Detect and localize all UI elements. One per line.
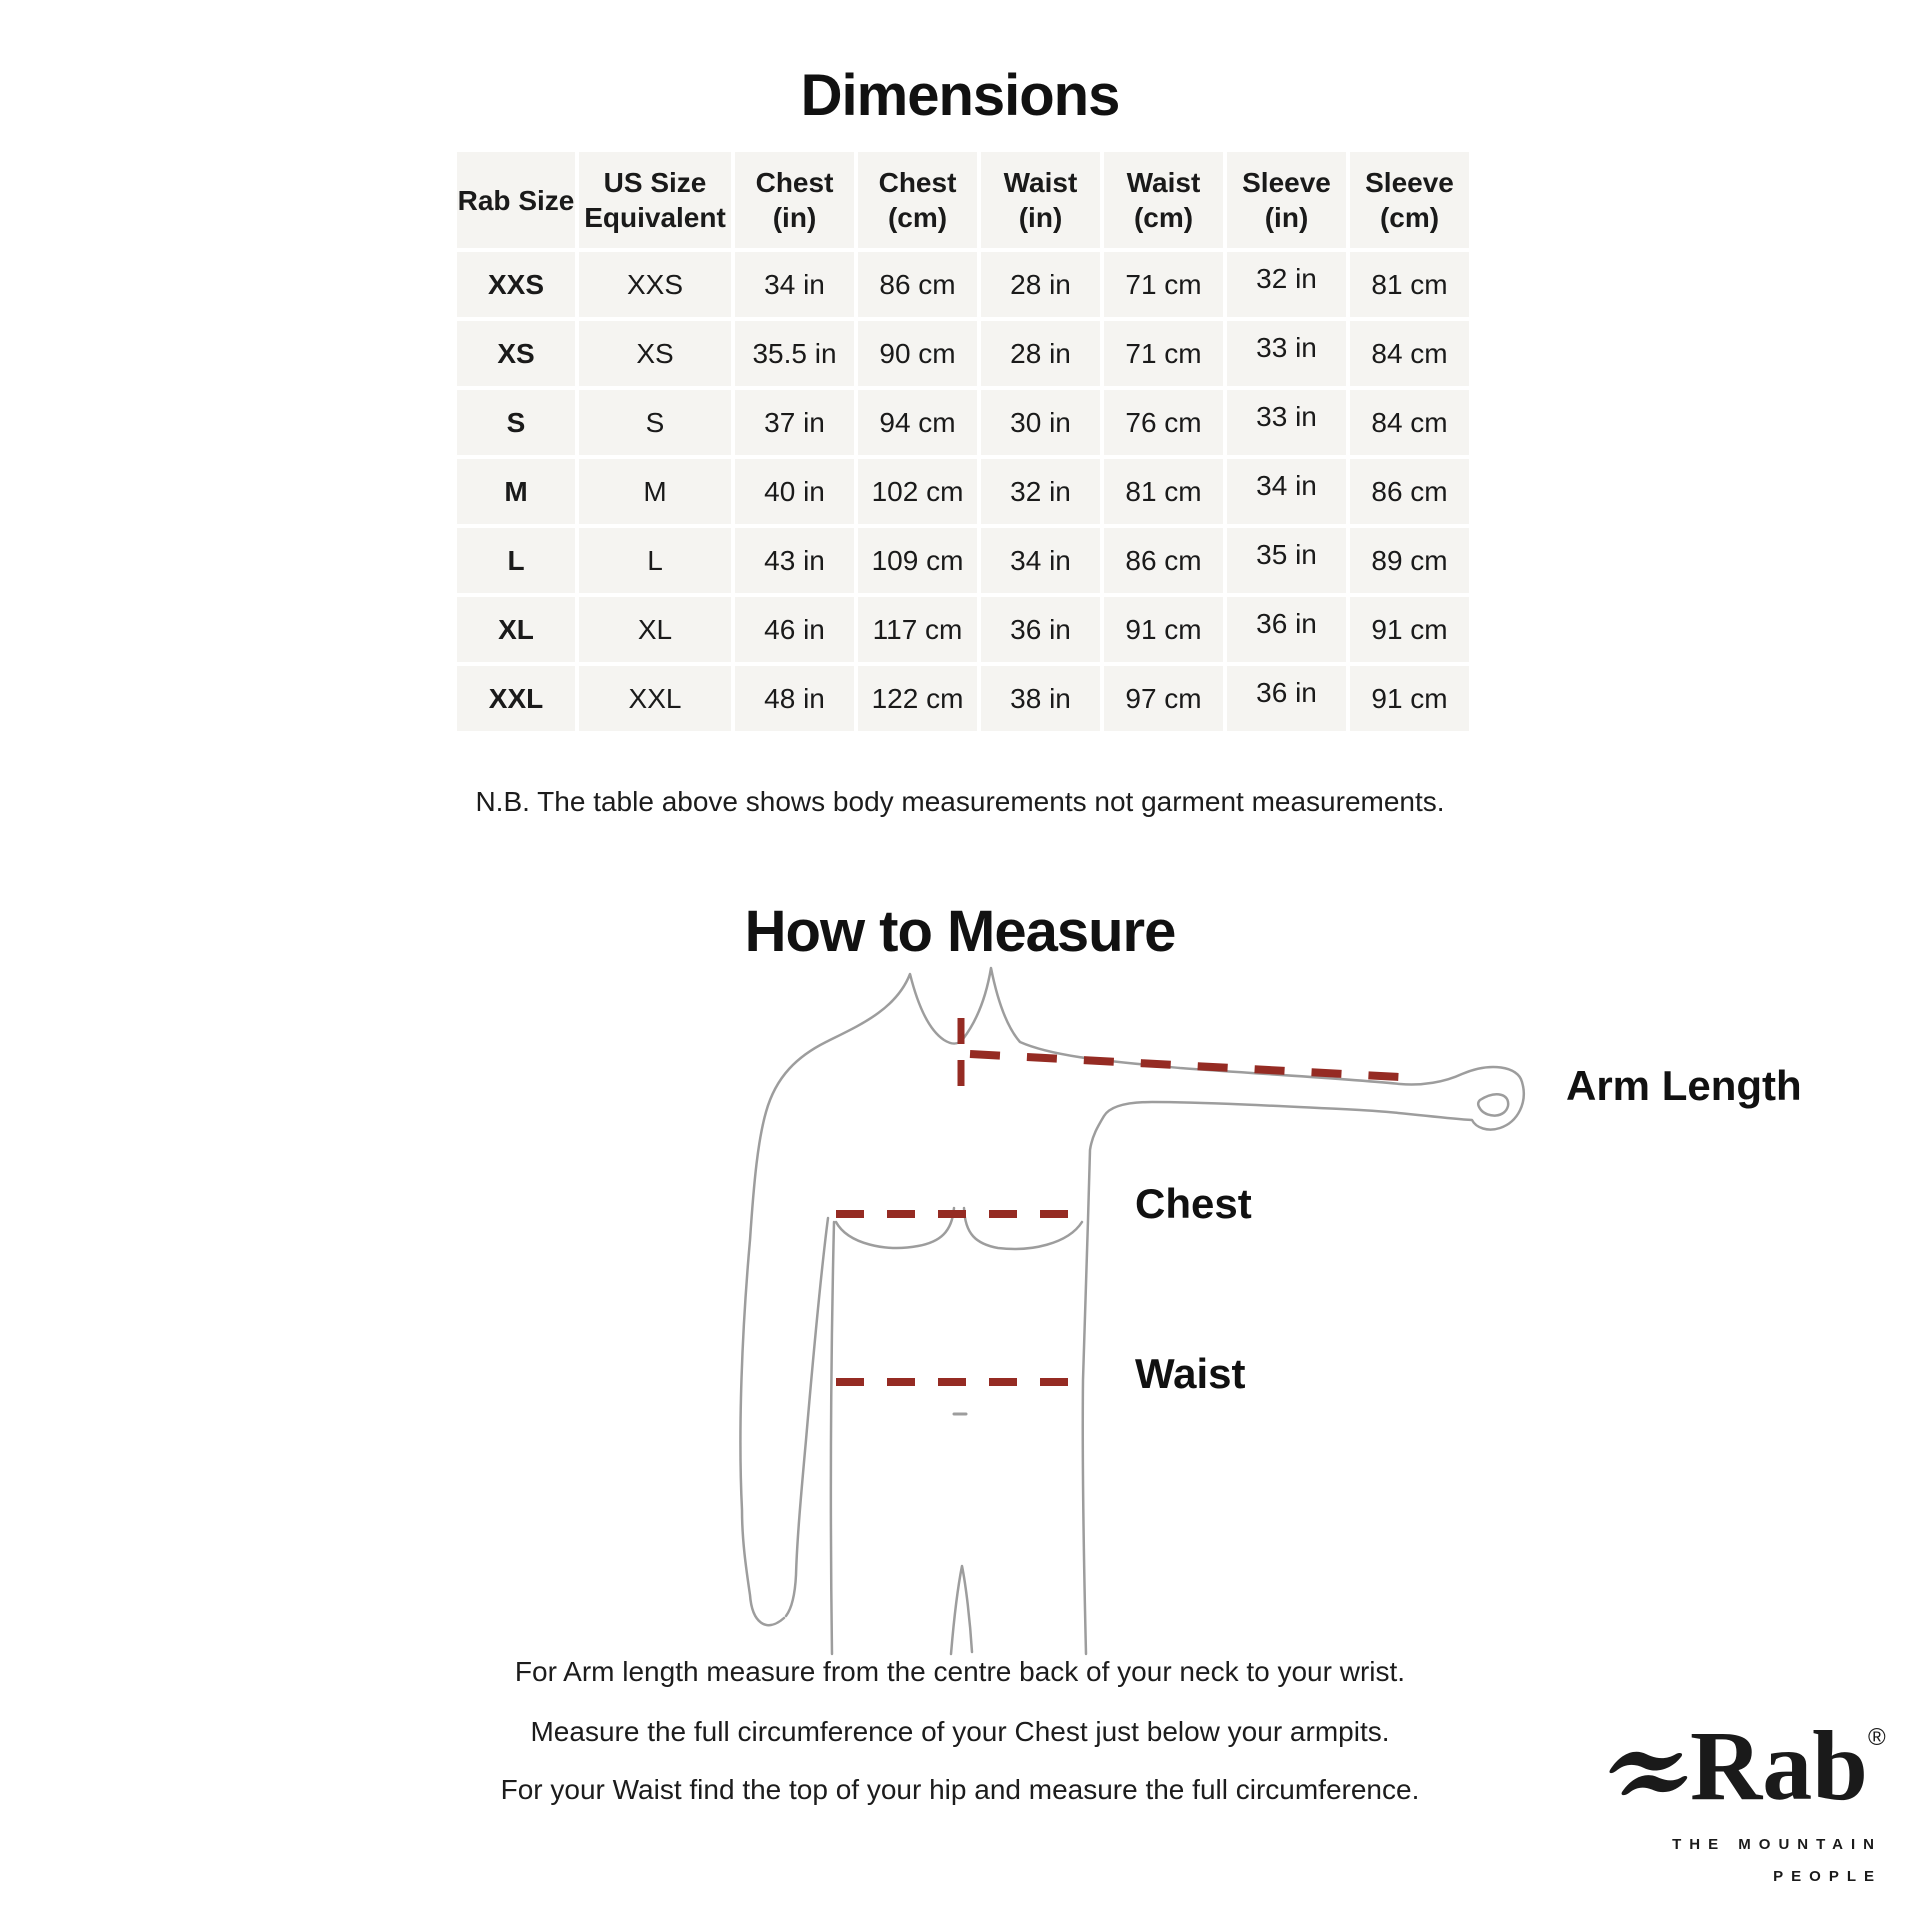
measurement-dashed-lines: [836, 1018, 1419, 1386]
size-cell: XXS: [457, 252, 575, 317]
size-cell: XXL: [579, 666, 731, 731]
size-cell: 43 in: [735, 528, 854, 593]
size-cell: 86 cm: [1350, 459, 1469, 524]
column-header: Chest (in): [735, 152, 854, 248]
registered-trademark-symbol: ®: [1868, 1724, 1886, 1751]
table-row: L L 43 in 109 cm 34 in 86 cm 35 in 89 cm: [457, 528, 1469, 593]
size-cell: 36 in: [981, 597, 1100, 662]
size-cell: 102 cm: [858, 459, 977, 524]
size-cell: 35.5 in: [735, 321, 854, 386]
size-cell: M: [457, 459, 575, 524]
size-cell: 84 cm: [1350, 321, 1469, 386]
size-cell: 37 in: [735, 390, 854, 455]
size-cell: 91 cm: [1350, 597, 1469, 662]
size-cell: XXS: [579, 252, 731, 317]
size-cell: 76 cm: [1104, 390, 1223, 455]
size-cell: 89 cm: [1350, 528, 1469, 593]
header-row: Rab Size US Size Equivalent Chest (in) Ches…: [457, 152, 1469, 248]
column-header: Rab Size: [457, 152, 575, 248]
size-cell: 32 in: [1227, 252, 1346, 317]
size-cell: M: [579, 459, 731, 524]
size-cell: XL: [457, 597, 575, 662]
size-cell: 30 in: [981, 390, 1100, 455]
table-row: M M 40 in 102 cm 32 in 81 cm 34 in 86 cm: [457, 459, 1469, 524]
table-row: XXL XXL 48 in 122 cm 38 in 97 cm 36 in 91 cm: [457, 666, 1469, 731]
rab-bird-logo-icon: [1609, 1751, 1688, 1796]
column-header: US Size Equivalent: [579, 152, 731, 248]
waist-label: Waist: [1135, 1350, 1246, 1397]
size-cell: 34 in: [735, 252, 854, 317]
arm-length-dash-line: [969, 1050, 1419, 1082]
arm-length-label: Arm Length: [1566, 1062, 1802, 1109]
size-cell: 40 in: [735, 459, 854, 524]
table-row: XS XS 35.5 in 90 cm 28 in 71 cm 33 in 84 cm: [457, 321, 1469, 386]
body-measurement-diagram: [739, 966, 1525, 1656]
size-cell: 81 cm: [1350, 252, 1469, 317]
size-cell: 81 cm: [1104, 459, 1223, 524]
size-cell: 34 in: [981, 528, 1100, 593]
how-to-measure-title: How to Measure: [744, 899, 1177, 964]
instruction-waist: For your Waist find the top of your hip …: [500, 1774, 1420, 1805]
size-cell: 97 cm: [1104, 666, 1223, 731]
size-cell: 91 cm: [1104, 597, 1223, 662]
column-header: Chest (cm): [858, 152, 977, 248]
size-cell: 35 in: [1227, 528, 1346, 593]
page-title: Dimensions: [800, 63, 1121, 128]
size-cell: 91 cm: [1350, 666, 1469, 731]
size-cell: 117 cm: [858, 597, 977, 662]
table-row: XXS XXS 34 in 86 cm 28 in 71 cm 32 in 81 cm: [457, 252, 1469, 317]
size-cell: 28 in: [981, 252, 1100, 317]
size-table: Rab Size US Size Equivalent Chest (in) Ches…: [453, 148, 1473, 735]
size-cell: 32 in: [981, 459, 1100, 524]
size-cell: 84 cm: [1350, 390, 1469, 455]
rab-brand-logo: Rab ® THE MOUNTAIN PEOPLE: [1600, 1710, 1886, 1902]
size-cell: XXL: [457, 666, 575, 731]
size-cell: 34 in: [1227, 459, 1346, 524]
size-cell: 33 in: [1227, 390, 1346, 455]
chest-label: Chest: [1135, 1180, 1252, 1227]
size-cell: 33 in: [1227, 321, 1346, 386]
brand-tagline-line1: THE MOUNTAIN: [1672, 1836, 1882, 1853]
column-header: Waist (cm): [1104, 152, 1223, 248]
size-cell: 48 in: [735, 666, 854, 731]
size-table-header: Rab Size US Size Equivalent Chest (in) Ches…: [457, 152, 1469, 248]
size-cell: 28 in: [981, 321, 1100, 386]
table-row: XL XL 46 in 117 cm 36 in 91 cm 36 in 91 cm: [457, 597, 1469, 662]
size-cell: 86 cm: [1104, 528, 1223, 593]
size-cell: 90 cm: [858, 321, 977, 386]
size-cell: L: [457, 528, 575, 593]
size-cell: 71 cm: [1104, 321, 1223, 386]
column-header: Sleeve (cm): [1350, 152, 1469, 248]
instruction-chest: Measure the full circumference of your C…: [530, 1716, 1390, 1747]
size-cell: S: [457, 390, 575, 455]
size-cell: 86 cm: [858, 252, 977, 317]
size-cell: 36 in: [1227, 666, 1346, 731]
size-cell: 36 in: [1227, 597, 1346, 662]
size-cell: 109 cm: [858, 528, 977, 593]
size-cell: 38 in: [981, 666, 1100, 731]
body-outline-icon: [739, 966, 1525, 1656]
size-cell: L: [579, 528, 731, 593]
size-cell: XS: [457, 321, 575, 386]
size-cell: 71 cm: [1104, 252, 1223, 317]
column-header: Waist (in): [981, 152, 1100, 248]
size-table-body: XXS XXS 34 in 86 cm 28 in 71 cm 32 in 81 cm XS XS…: [457, 252, 1469, 731]
size-cell: 94 cm: [858, 390, 977, 455]
table-row: S S 37 in 94 cm 30 in 76 cm 33 in 84 cm: [457, 390, 1469, 455]
size-cell: XS: [579, 321, 731, 386]
size-cell: 46 in: [735, 597, 854, 662]
instruction-arm-length: For Arm length measure from the centre b…: [514, 1656, 1406, 1687]
size-cell: 122 cm: [858, 666, 977, 731]
column-header: Sleeve (in): [1227, 152, 1346, 248]
body-measurements-note: N.B. The table above shows body measurem…: [475, 786, 1445, 817]
rab-wordmark: Rab: [1690, 1710, 1868, 1821]
size-cell: XL: [579, 597, 731, 662]
size-cell: S: [579, 390, 731, 455]
brand-tagline-line2: PEOPLE: [1773, 1868, 1882, 1885]
